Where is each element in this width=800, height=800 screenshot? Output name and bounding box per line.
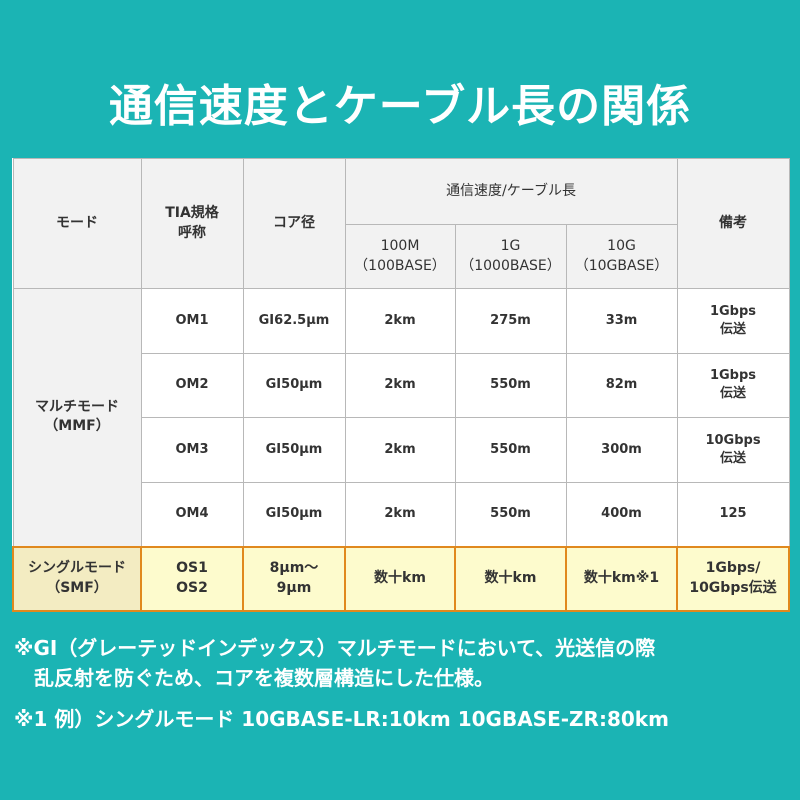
table-row: OM4 GI50μm 2km 550m 400m 125 bbox=[13, 481, 790, 547]
cell-core: GI62.5μm bbox=[242, 288, 346, 354]
header-100m: 100M （100BASE） bbox=[344, 224, 456, 289]
header-1g: 1G （1000BASE） bbox=[454, 224, 567, 289]
cell-s100: 2km bbox=[344, 481, 456, 547]
cell-s1g: 550m bbox=[454, 481, 567, 547]
cell-tia: OM1 bbox=[140, 288, 244, 354]
cell-s100: 2km bbox=[344, 417, 456, 483]
header-tia: TIA規格 呼称 bbox=[140, 158, 244, 289]
cell-tia: OS1 OS2 bbox=[140, 545, 244, 612]
cell-tia: OM4 bbox=[140, 481, 244, 547]
cell-s10g: 33m bbox=[565, 288, 678, 354]
cell-s100: 2km bbox=[344, 352, 456, 418]
cell-s1g: 275m bbox=[454, 288, 567, 354]
table-row: OM2 GI50μm 2km 550m 82m 1Gbps 伝送 bbox=[13, 352, 790, 418]
cell-10g: 数十km※1 bbox=[564, 545, 679, 612]
cell-remarks: 10Gbps 伝送 bbox=[676, 417, 790, 483]
header-remarks: 備考 bbox=[676, 158, 790, 289]
cell-core: GI50μm bbox=[242, 417, 346, 483]
note-line: ※GI（グレーテッドインデックス）マルチモードにおいて、光送信の際 bbox=[14, 636, 656, 660]
note-1: ※1 例）シングルモード 10GBASE-LR:10km 10GBASE-ZR:… bbox=[14, 707, 669, 731]
fiber-spec-table: モード TIA規格 呼称 コア径 通信速度/ケーブル長 備考 100M （100… bbox=[12, 158, 791, 612]
cell-remarks: 1Gbps 伝送 bbox=[676, 288, 790, 354]
cell-tia: OM3 bbox=[140, 417, 244, 483]
table-row: OM3 GI50μm 2km 550m 300m 10Gbps 伝送 bbox=[13, 417, 790, 483]
header-10g: 10G （10GBASE） bbox=[565, 224, 678, 289]
cell-tia: OM2 bbox=[140, 352, 244, 418]
cell-core: GI50μm bbox=[242, 352, 346, 418]
cell-1g: 数十km bbox=[454, 545, 567, 612]
note-line: 乱反射を防ぐため、コアを複数層構造にした仕様。 bbox=[14, 666, 494, 690]
cell-s1g: 550m bbox=[454, 417, 567, 483]
cell-100m: 数十km bbox=[344, 545, 456, 612]
cell-mode-mmf: マルチモード （MMF） bbox=[12, 288, 142, 547]
table-row-smf: シングルモード （SMF） OS1 OS2 8μm～ 9μm 数十km 数十km… bbox=[12, 545, 791, 612]
header-speed-group: 通信速度/ケーブル長 bbox=[344, 158, 678, 225]
cell-s10g: 82m bbox=[565, 352, 678, 418]
cell-core: GI50μm bbox=[242, 481, 346, 547]
note-gi: ※GI（グレーテッドインデックス）マルチモードにおいて、光送信の際 乱反射を防ぐ… bbox=[14, 633, 655, 693]
page-title: 通信速度とケーブル長の関係 bbox=[108, 81, 692, 132]
cell-s10g: 400m bbox=[565, 481, 678, 547]
table-row: マルチモード （MMF） OM1 GI62.5μm 2km 275m 33m 1Gbps 伝… bbox=[12, 288, 790, 547]
cell-remarks: 1Gbps/ 10Gbps伝送 bbox=[676, 545, 791, 612]
cell-core: 8μm～ 9μm bbox=[242, 545, 346, 612]
cell-remarks: 1Gbps 伝送 bbox=[676, 352, 790, 418]
cell-s10g: 300m bbox=[565, 417, 678, 483]
cell-s100: 2km bbox=[344, 288, 456, 354]
header-mode: モード bbox=[12, 158, 142, 289]
cell-mode: シングルモード （SMF） bbox=[12, 545, 142, 612]
cell-s1g: 550m bbox=[454, 352, 567, 418]
cell-remarks: 125 bbox=[676, 481, 790, 547]
header-core: コア径 bbox=[242, 158, 346, 289]
